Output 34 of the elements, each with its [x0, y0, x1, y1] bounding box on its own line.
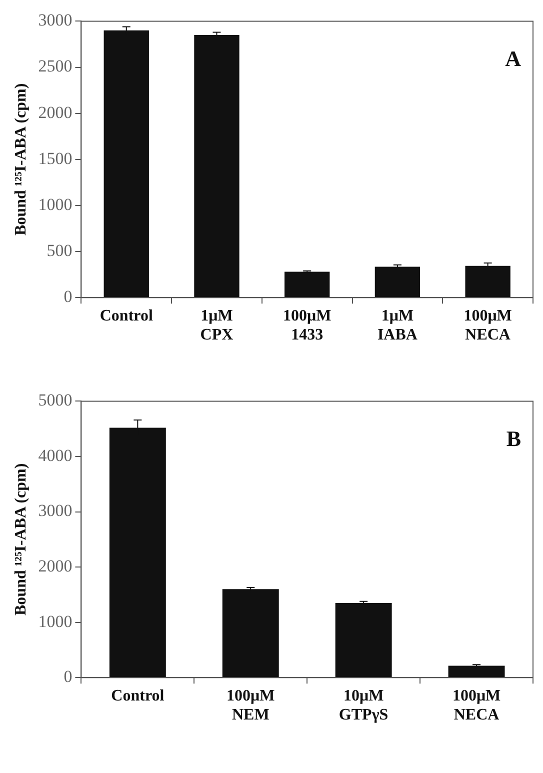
bar [284, 272, 330, 298]
y-tick-label: 0 [64, 667, 72, 686]
y-tick-label: 2000 [38, 102, 72, 122]
bar [448, 666, 505, 678]
x-tick-label: 10μM GTPγS [338, 687, 388, 724]
annotation: B [506, 426, 522, 451]
y-tick-label: 0 [64, 287, 72, 306]
y-tick-label: 1500 [38, 148, 72, 168]
x-tick-label: 100μM NEM [226, 687, 275, 724]
y-tick-label: 3000 [38, 10, 72, 30]
y-tick-label: 5000 [38, 390, 72, 410]
x-tick-label: 1μM CPX [200, 307, 234, 344]
bar [104, 30, 149, 298]
x-tick-label: 1μM IABA [377, 307, 418, 344]
x-tick-label: 100μM NECA [464, 307, 512, 344]
y-tick-label: 4000 [38, 446, 72, 465]
x-tick-label: Control [111, 687, 165, 704]
y-tick-label: 500 [46, 241, 72, 260]
bar [465, 266, 510, 298]
bar [194, 35, 240, 298]
y-tick-label: 1000 [38, 194, 72, 214]
bar [335, 602, 392, 678]
x-tick-label: 100μM 1433 [283, 307, 332, 344]
bar [222, 589, 279, 678]
annotation: A [505, 46, 522, 71]
x-tick-label: Control [100, 307, 154, 324]
y-axis-title: Bound ¹²⁵I-ABA (cpm) [12, 463, 30, 616]
y-tick-label: 1000 [38, 612, 72, 631]
bar [374, 266, 420, 298]
y-tick-label: 3000 [38, 501, 72, 520]
y-tick-label: 2000 [38, 556, 72, 576]
y-tick-label: 2500 [38, 56, 72, 76]
y-axis-title: Bound ¹²⁵I-ABA (cpm) [12, 83, 30, 236]
x-tick-label: 100μM NECA [452, 687, 501, 724]
